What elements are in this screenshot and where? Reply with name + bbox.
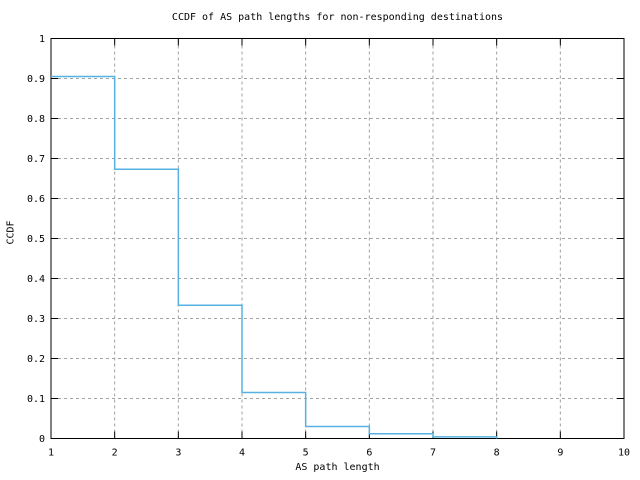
x-axis-label: AS path length [295, 462, 380, 473]
y-tick-label: 0.8 [27, 114, 45, 125]
plot-frame [50, 38, 625, 439]
x-tick-label: 7 [430, 448, 436, 459]
y-tick-label: 0.4 [27, 274, 45, 285]
ccdf-step-line [51, 75, 498, 439]
x-tick-label: 5 [303, 448, 309, 459]
y-tick-label: 0.7 [27, 154, 45, 165]
x-tick-label: 1 [48, 448, 54, 459]
y-tick-label: 0.3 [27, 314, 45, 325]
x-tick-label: 3 [175, 448, 181, 459]
y-tick-label: 0 [39, 434, 45, 445]
y-tick-label: 0.1 [27, 394, 45, 405]
x-tick-label: 9 [557, 448, 563, 459]
y-tick-label: 0.2 [27, 354, 45, 365]
x-tick-label: 4 [239, 448, 245, 459]
x-tick-label: 10 [618, 448, 630, 459]
chart-title: CCDF of AS path lengths for non-respondi… [171, 12, 504, 23]
y-tick-label: 0.5 [27, 234, 45, 245]
x-tick-label: 6 [366, 448, 372, 459]
y-tick-label: 0.6 [27, 194, 45, 205]
y-tick-label: 0.9 [27, 74, 45, 85]
x-tick-label: 8 [494, 448, 500, 459]
y-tick-label: 1 [39, 34, 45, 45]
x-tick-label: 2 [112, 448, 118, 459]
